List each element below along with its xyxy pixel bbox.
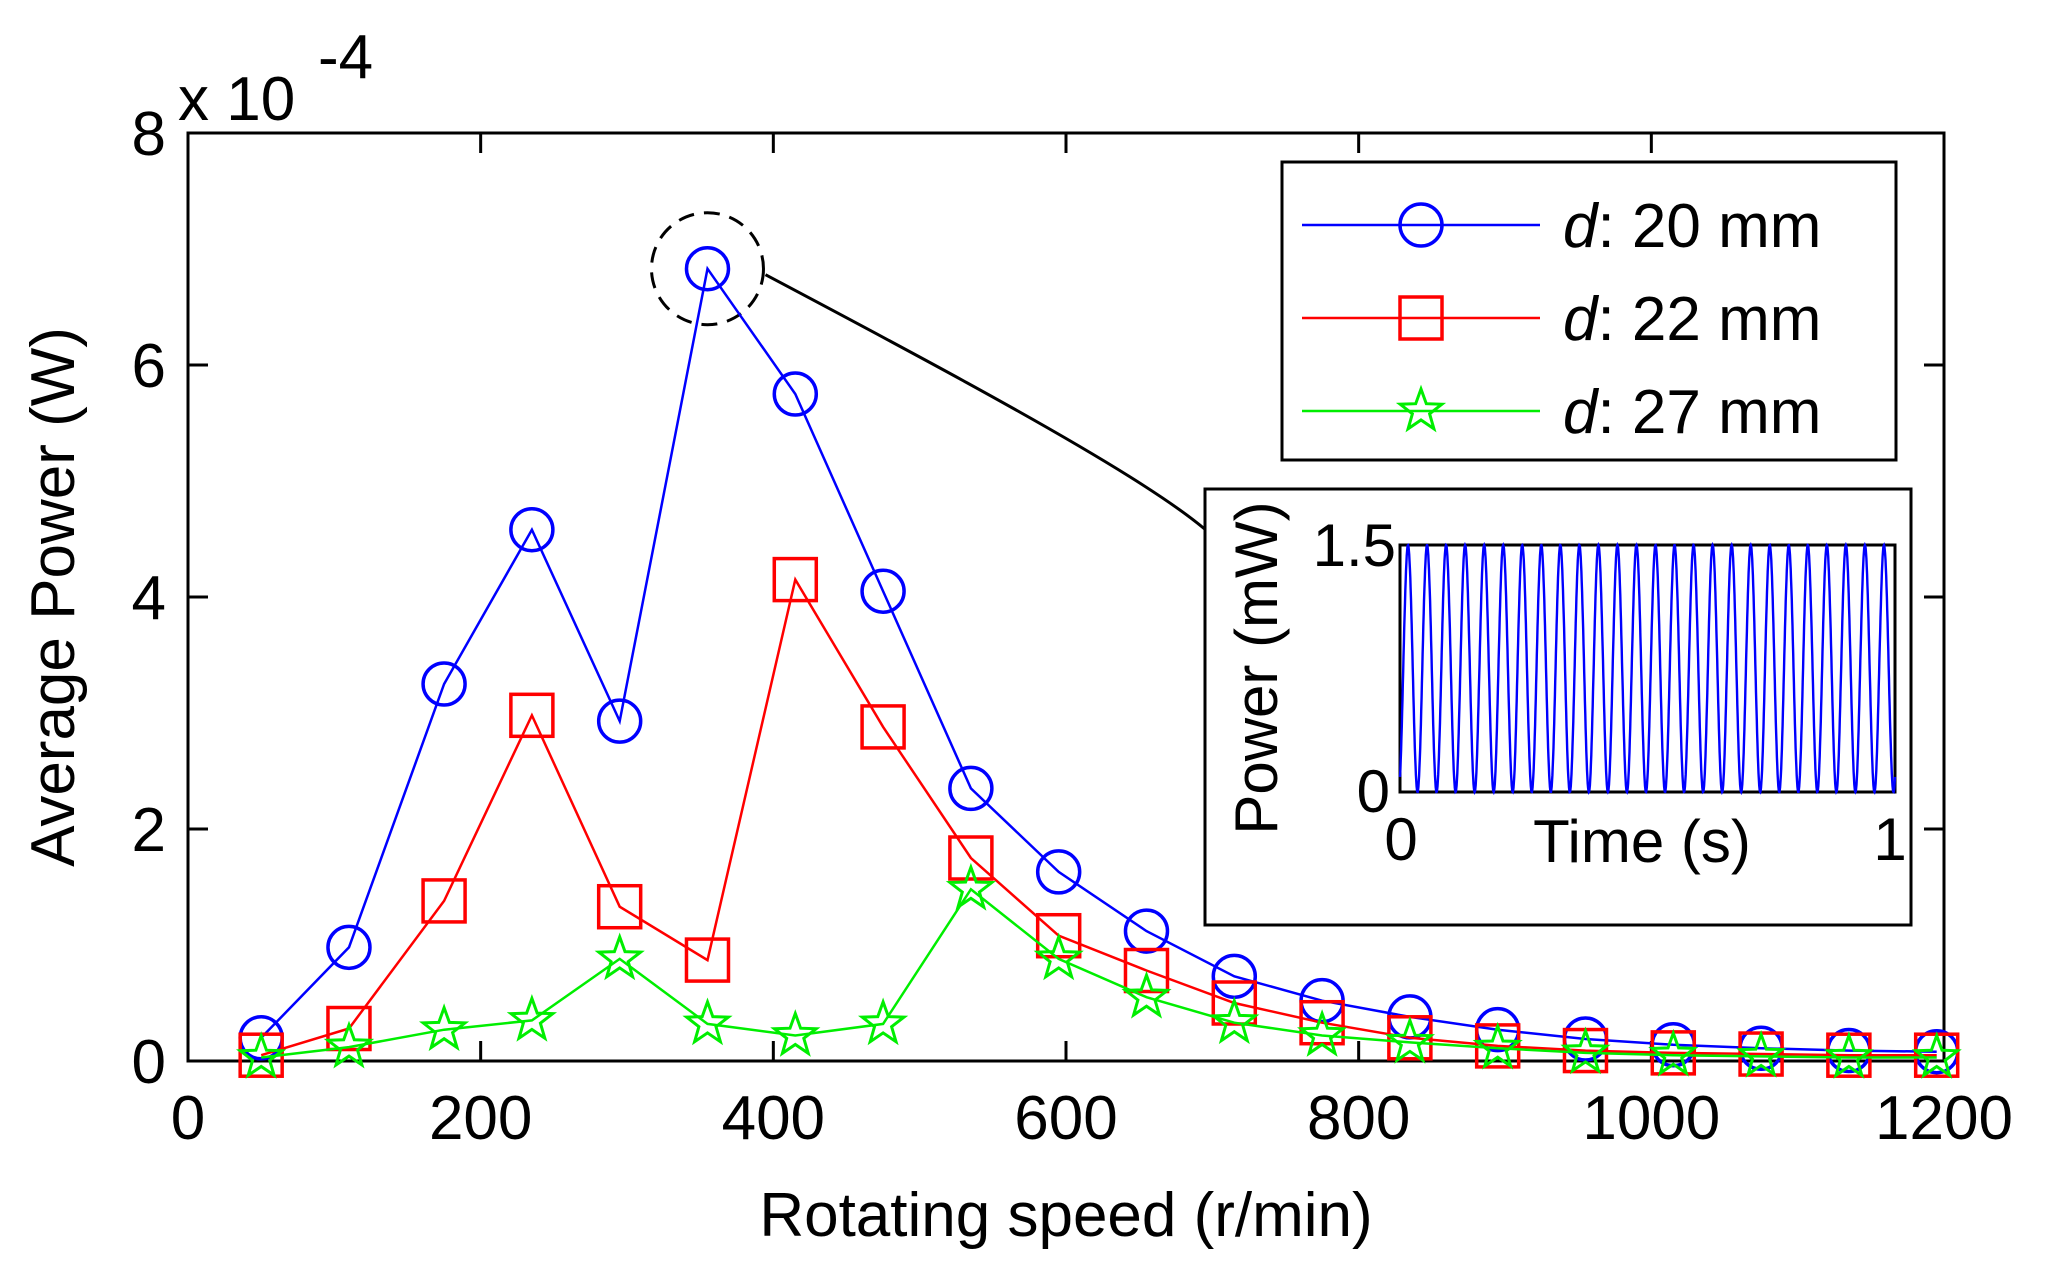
legend-marker bbox=[1395, 384, 1447, 433]
data-point bbox=[506, 993, 558, 1042]
callout-leader-line bbox=[764, 273, 1232, 577]
legend-marker bbox=[1398, 202, 1444, 248]
data-point bbox=[596, 883, 643, 930]
data-point bbox=[945, 862, 997, 911]
legend-item: d: 20 mm bbox=[1302, 192, 1821, 261]
data-point bbox=[948, 835, 994, 881]
x-tick-label: 0 bbox=[171, 1084, 205, 1153]
data-point bbox=[1033, 932, 1084, 981]
x-tick-label: 800 bbox=[1307, 1084, 1410, 1153]
x-tick-label: 1000 bbox=[1582, 1084, 1720, 1153]
x-tick-label: 600 bbox=[1014, 1084, 1117, 1153]
data-point bbox=[1823, 1031, 1875, 1079]
inset-y-tick-min: 0 bbox=[1357, 758, 1390, 825]
data-point bbox=[594, 932, 645, 981]
x-axis-label: Rotating speed (r/min) bbox=[759, 1181, 1372, 1250]
legend-label: d: 22 mm bbox=[1563, 285, 1821, 354]
y-multiplier: x 10 bbox=[178, 65, 295, 134]
data-point bbox=[419, 1003, 470, 1052]
data-point bbox=[1472, 1021, 1523, 1070]
data-point bbox=[235, 1031, 287, 1079]
data-point bbox=[772, 556, 819, 603]
x-tick-label: 1200 bbox=[1875, 1084, 2013, 1153]
y-multiplier-exponent: -4 bbox=[318, 23, 373, 92]
data-point bbox=[1735, 1029, 1787, 1078]
data-point bbox=[860, 704, 906, 750]
inset-x-axis-label: Time (s) bbox=[1533, 808, 1751, 875]
data-point bbox=[421, 878, 467, 924]
series-line bbox=[260, 265, 1937, 1053]
data-point bbox=[1560, 1026, 1611, 1075]
data-point bbox=[326, 924, 372, 971]
legend-item: d: 22 mm bbox=[1302, 285, 1821, 354]
data-point bbox=[948, 765, 994, 812]
data-point bbox=[509, 506, 555, 553]
data-point bbox=[1211, 980, 1258, 1026]
data-point bbox=[326, 1005, 372, 1052]
data-point bbox=[1123, 908, 1170, 954]
y-axis: 0 2 4 6 8 bbox=[132, 100, 1944, 1097]
data-point bbox=[770, 1009, 821, 1057]
highlight-circle bbox=[649, 211, 765, 327]
y-tick-label: 4 bbox=[132, 564, 166, 633]
legend-item: d: 27 mm bbox=[1302, 378, 1821, 447]
legend-label: d: 27 mm bbox=[1563, 378, 1821, 447]
legend-marker bbox=[1398, 295, 1444, 341]
legend-label: d: 20 mm bbox=[1563, 192, 1821, 261]
y-tick-label: 0 bbox=[132, 1028, 166, 1097]
data-point bbox=[858, 997, 909, 1046]
inset-chart: 1.5 0 0 1 Time (s) Power (mW) bbox=[1203, 487, 1913, 927]
data-point bbox=[772, 371, 819, 417]
inset-x-tick-min: 0 bbox=[1384, 806, 1417, 873]
data-point bbox=[860, 568, 906, 614]
inset-signal-line bbox=[1398, 541, 1897, 796]
data-point bbox=[1123, 947, 1170, 994]
y-tick-label: 8 bbox=[132, 100, 166, 169]
inset-y-tick-max: 1.5 bbox=[1313, 512, 1396, 579]
data-point bbox=[1648, 1028, 1699, 1077]
data-point bbox=[1035, 912, 1082, 959]
y-tick-label: 6 bbox=[132, 332, 166, 401]
x-axis: 0 200 400 600 800 1000 1200 bbox=[171, 133, 2013, 1153]
series-3 bbox=[235, 862, 1962, 1079]
data-point bbox=[323, 1020, 375, 1069]
data-point bbox=[682, 997, 733, 1046]
inset-y-axis-label: Power (mW) bbox=[1223, 501, 1290, 834]
data-point bbox=[684, 937, 731, 983]
data-point bbox=[1384, 1015, 1436, 1064]
data-point bbox=[1297, 1009, 1348, 1057]
highlight-callout bbox=[649, 211, 1232, 577]
y-axis-label: Average Power (W) bbox=[19, 327, 88, 867]
y-tick-label: 2 bbox=[132, 796, 166, 865]
data-point bbox=[1035, 849, 1082, 895]
series-layer bbox=[235, 245, 1962, 1079]
data-point bbox=[509, 692, 555, 739]
data-point bbox=[1121, 970, 1172, 1019]
x-tick-label: 400 bbox=[722, 1084, 825, 1153]
legend: d: 20 mm d: 22 mm d: 27 mm bbox=[1280, 160, 1898, 462]
data-point bbox=[596, 698, 643, 744]
data-point bbox=[421, 661, 467, 707]
data-point bbox=[1209, 996, 1260, 1045]
inset-x-tick-max: 1 bbox=[1873, 806, 1906, 873]
x-tick-label: 200 bbox=[429, 1084, 532, 1153]
data-point bbox=[684, 245, 731, 292]
data-point bbox=[1911, 1031, 1962, 1079]
